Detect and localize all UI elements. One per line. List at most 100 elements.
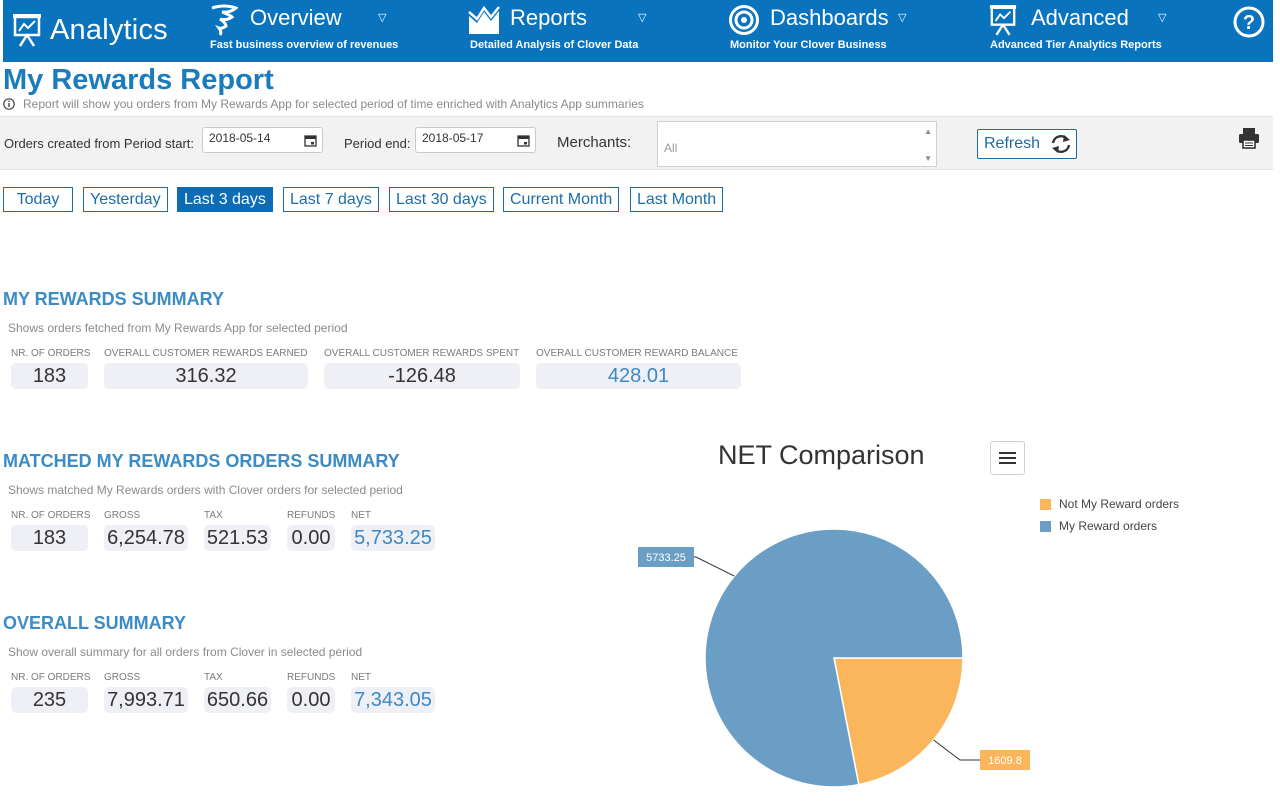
data-label-connector (694, 556, 735, 577)
stat-value: 183 (11, 363, 88, 389)
stat-value: 428.01 (536, 363, 741, 389)
filter-bar: Orders created from Period start: 2018-0… (0, 116, 1273, 170)
stat-value: 6,254.78 (104, 525, 188, 551)
period-start-label: Orders created from Period start: (4, 136, 195, 151)
nav-title: Advanced (1031, 5, 1129, 30)
nav-dashboards[interactable]: Dashboards ▽ Monitor Your Clover Busines… (726, 0, 936, 62)
refresh-icon (1051, 135, 1071, 153)
nav-title: Overview (250, 5, 342, 30)
nav-advanced[interactable]: Advanced ▽ Advanced Tier Analytics Repor… (986, 0, 1186, 62)
stat-label: NR. OF ORDERS (11, 348, 91, 359)
stat-value: 0.00 (287, 525, 335, 551)
print-icon[interactable] (1238, 127, 1260, 149)
stat-label: TAX (204, 672, 223, 683)
nav-overview[interactable]: Overview ▽ Fast business overview of rev… (208, 0, 408, 62)
nav-reports[interactable]: Reports ▽ Detailed Analysis of Clover Da… (467, 0, 667, 62)
chevron-down-icon[interactable]: ▽ (638, 12, 647, 24)
stat-value: 235 (11, 687, 88, 713)
presentation-chart-icon (13, 14, 41, 47)
merchants-placeholder: All (664, 141, 678, 155)
stat-value: 7,343.05 (351, 687, 435, 713)
stat-label: OVERALL CUSTOMER REWARDS SPENT (324, 348, 520, 359)
period-current-month-button[interactable]: Current Month (503, 187, 620, 212)
data-label: 5733.25 (646, 552, 686, 564)
stat-label: GROSS (104, 510, 141, 521)
period-end-label: Period end: (344, 136, 411, 151)
period-end-input[interactable]: 2018-05-17 (415, 127, 536, 153)
stat-label: OVERALL CUSTOMER REWARD BALANCE (536, 348, 738, 359)
nav-subtitle: Fast business overview of revenues (210, 39, 399, 51)
top-navigation: Analytics Overview ▽ Fast business overv… (3, 0, 1273, 62)
svg-text:?: ? (1243, 12, 1255, 34)
data-label-box (638, 547, 694, 567)
overall-summary-title: OVERALL SUMMARY (3, 613, 187, 633)
nav-subtitle: Advanced Tier Analytics Reports (990, 39, 1162, 51)
tornado-icon (211, 4, 238, 36)
page-info: Report will show you orders from My Rewa… (3, 97, 644, 111)
net-comparison-pie-chart: 1609.8 5733.25 (638, 528, 1030, 788)
nav-subtitle: Detailed Analysis of Clover Data (470, 39, 639, 51)
page-title: My Rewards Report (3, 64, 274, 96)
scroll-up-icon[interactable]: ▲ (924, 127, 932, 136)
refresh-label: Refresh (984, 135, 1041, 152)
stat-label: REFUNDS (287, 672, 336, 683)
pie-slice[interactable] (833, 657, 964, 786)
legend-label: Not My Reward orders (1059, 497, 1180, 511)
merchants-select[interactable]: All ▲ ▼ (657, 121, 937, 167)
stat-label: NET (351, 510, 371, 521)
period-last-3-days-button[interactable]: Last 3 days (177, 187, 273, 212)
stat-label: GROSS (104, 672, 141, 683)
chevron-down-icon[interactable]: ▽ (378, 12, 387, 24)
stat-value: 650.66 (204, 687, 271, 713)
period-start-input[interactable]: 2018-05-14 (202, 127, 323, 153)
calendar-icon[interactable] (304, 134, 317, 147)
legend-item[interactable]: Not My Reward orders (1040, 493, 1179, 515)
page-info-text: Report will show you orders from My Rewa… (23, 97, 644, 111)
matched-summary-title: MATCHED MY REWARDS ORDERS SUMMARY (3, 451, 400, 471)
legend-swatch (1040, 498, 1051, 510)
stat-label: NET (351, 672, 371, 683)
stat-label: REFUNDS (287, 510, 336, 521)
matched-summary-description: Shows matched My Rewards orders with Clo… (8, 483, 403, 497)
stat-value: 7,993.71 (104, 687, 188, 713)
info-icon (3, 98, 15, 110)
brand-logo[interactable]: Analytics (12, 10, 168, 50)
help-icon[interactable]: ? (1233, 6, 1265, 38)
chart-title: NET Comparison (718, 440, 925, 470)
rewards-summary-title: MY REWARDS SUMMARY (3, 289, 225, 309)
chart-legend: Not My Reward orders My Reward orders (1040, 493, 1179, 537)
period-start-value: 2018-05-14 (209, 131, 271, 145)
pie-slice[interactable] (704, 528, 964, 788)
chevron-down-icon[interactable]: ▽ (1158, 12, 1167, 24)
overall-summary-description: Show overall summary for all orders from… (8, 645, 363, 659)
scroll-down-icon[interactable]: ▼ (924, 154, 932, 163)
legend-item[interactable]: My Reward orders (1040, 515, 1179, 537)
stat-value: -126.48 (324, 363, 520, 389)
brand-name: Analytics (50, 13, 168, 46)
calendar-icon[interactable] (517, 134, 530, 147)
period-last-30-days-button[interactable]: Last 30 days (389, 187, 494, 212)
period-last-month-button[interactable]: Last Month (630, 187, 724, 212)
stat-label: OVERALL CUSTOMER REWARDS EARNED (104, 348, 308, 359)
data-label: 1609.8 (988, 755, 1022, 767)
chart-menu-button[interactable] (990, 441, 1025, 475)
target-icon (729, 5, 759, 35)
period-last-7-days-button[interactable]: Last 7 days (283, 187, 379, 212)
stat-value: 183 (11, 525, 88, 551)
presentation-chart-icon (989, 5, 1017, 36)
data-label-box (980, 750, 1030, 770)
stat-value: 521.53 (204, 525, 271, 551)
merchants-label: Merchants: (557, 134, 632, 151)
nav-title: Dashboards (770, 5, 889, 30)
stat-label: NR. OF ORDERS (11, 510, 91, 521)
chevron-down-icon[interactable]: ▽ (898, 12, 907, 24)
stat-value: 5,733.25 (351, 525, 435, 551)
period-end-value: 2018-05-17 (422, 131, 484, 145)
refresh-button[interactable]: Refresh (977, 129, 1077, 159)
hamburger-menu-icon (999, 452, 1016, 464)
stat-value: 316.32 (104, 363, 308, 389)
legend-label: My Reward orders (1059, 519, 1158, 533)
period-yesterday-button[interactable]: Yesterday (83, 187, 168, 212)
legend-swatch (1040, 520, 1051, 532)
period-today-button[interactable]: Today (3, 187, 73, 212)
